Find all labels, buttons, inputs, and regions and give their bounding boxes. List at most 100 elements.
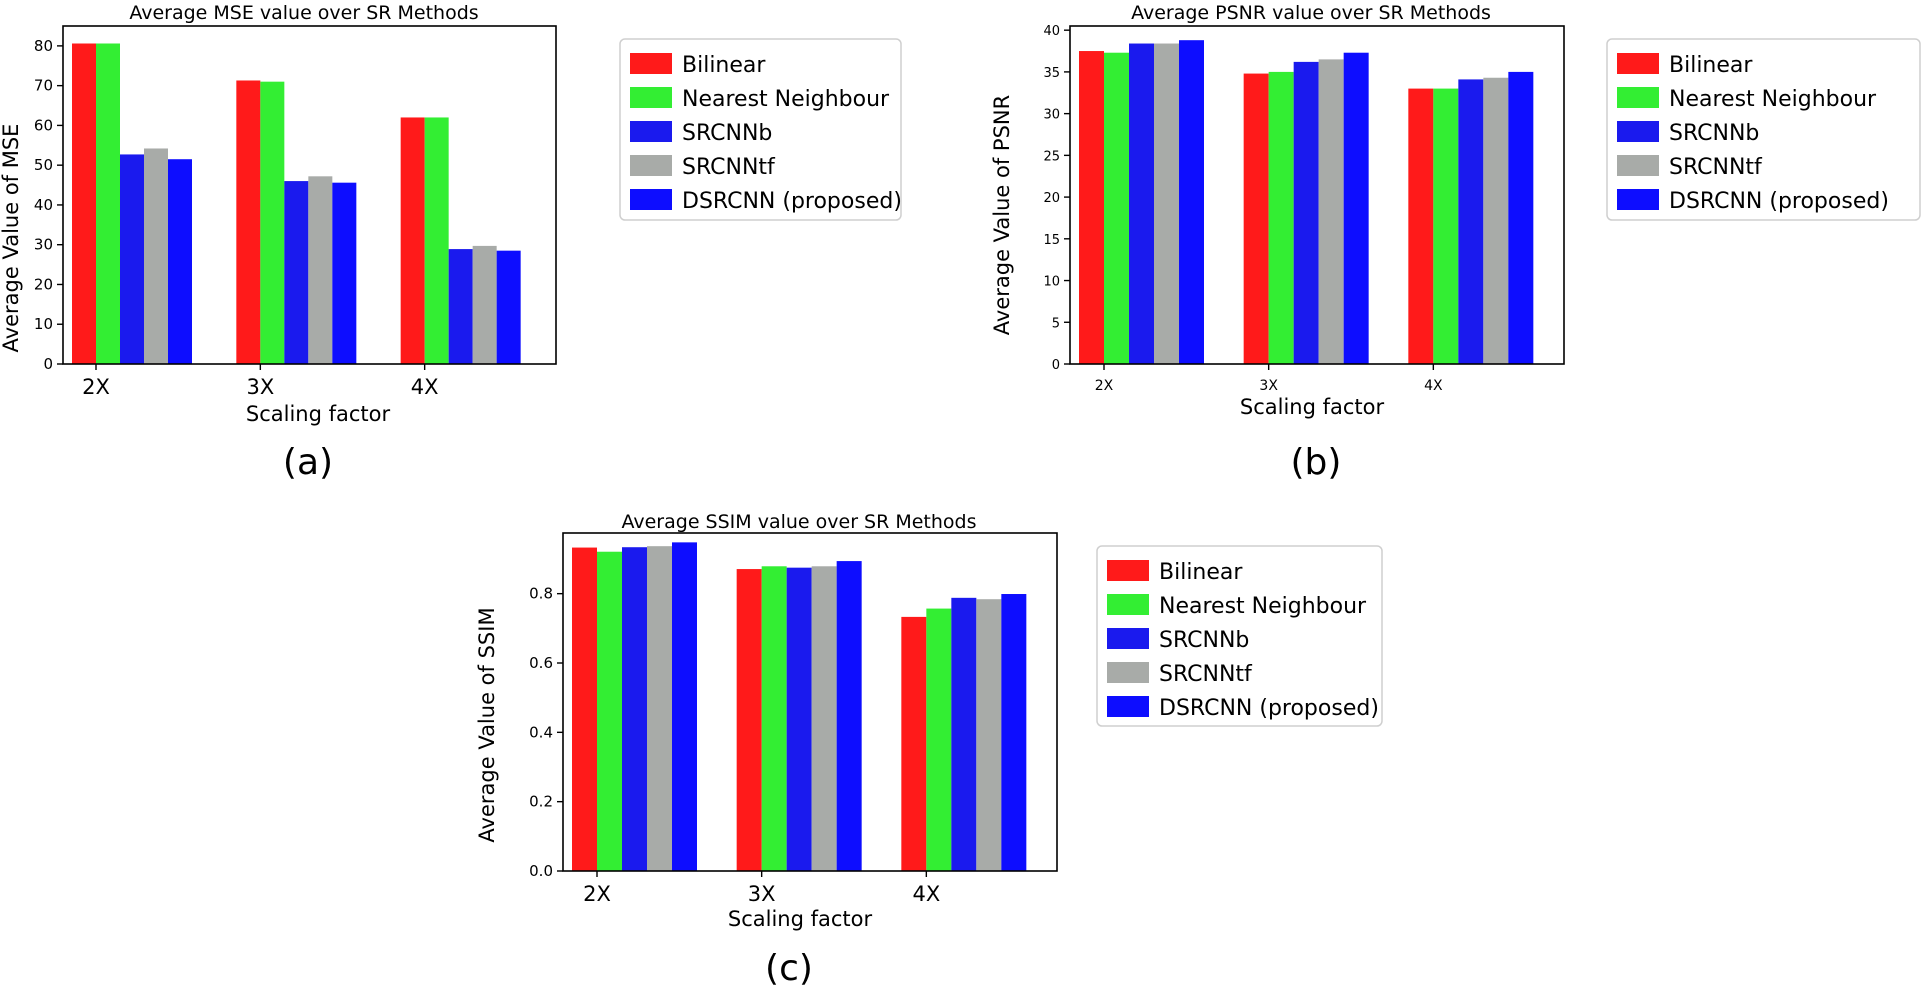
legend-swatch-c-1: [1107, 594, 1149, 615]
bar-c-s2-c0: [622, 547, 647, 871]
legend-box-a: [619, 38, 902, 221]
x-tick-label-c-2: 4X: [912, 882, 940, 906]
legend-label-a-2: SRCNNb: [682, 121, 772, 146]
y-tick-label-c-1: 0.2: [529, 793, 553, 811]
bar-b-s0-c0: [1079, 51, 1104, 364]
y-tick-label-a-8: 80: [34, 37, 53, 55]
bar-a-s0-c2: [400, 117, 425, 364]
legend-label-c-0: Bilinear: [1159, 560, 1243, 585]
legend-label-a-3: SRCNNtf: [682, 155, 776, 180]
bar-b-s2-c1: [1293, 61, 1319, 365]
bar-b-s0-c2: [1408, 88, 1434, 364]
axes-c: 0.0 0.2 0.4 0.6 0.8 2X 3X 4X: [529, 532, 1058, 906]
panel-label-a: (a): [283, 442, 333, 483]
y-tick-label-a-7: 70: [34, 77, 53, 95]
y-tick-label-b-4: 20: [1043, 191, 1060, 206]
legend-label-b-0: Bilinear: [1669, 53, 1753, 78]
bar-a-s4-c2: [496, 250, 521, 364]
y-tick-label-c-3: 0.6: [529, 654, 553, 672]
bar-c-s2-c1: [786, 567, 812, 871]
bar-a-s3-c1: [308, 176, 333, 364]
legend-label-a-4: DSRCNN (proposed): [682, 189, 902, 214]
plot-frame-c: [562, 532, 1058, 872]
bar-a-s2-c0: [120, 154, 144, 364]
x-tick-label-a-0: 2X: [82, 375, 110, 399]
bar-c-s4-c1: [836, 561, 862, 871]
bar-c-s4-c2: [1001, 594, 1027, 871]
legend-swatch-c-4: [1107, 696, 1149, 717]
legend-swatch-a-3: [630, 155, 672, 176]
bar-a-s0-c0: [72, 43, 96, 365]
legend-swatch-c-3: [1107, 662, 1149, 683]
y-tick-label-b-8: 40: [1043, 24, 1060, 39]
bar-a-s1-c0: [96, 43, 120, 365]
x-tick-label-a-2: 4X: [411, 375, 439, 399]
panel-a: Average MSE value over SR Methods 0 10 20 3…: [0, 2, 902, 483]
legend-swatch-a-0: [630, 53, 672, 74]
bar-b-s3-c1: [1318, 59, 1344, 364]
legend-swatch-c-2: [1107, 628, 1149, 649]
legend-box-c: [1096, 545, 1383, 727]
bar-a-s4-c0: [168, 159, 192, 364]
bar-a-s3-c2: [472, 245, 497, 364]
plot-frame-b: [1069, 25, 1565, 365]
x-tick-label-a-1: 3X: [246, 375, 274, 399]
bar-b-s3-c2: [1483, 77, 1509, 364]
chart-title-c: Average SSIM value over SR Methods: [621, 511, 976, 533]
legend-swatch-b-4: [1617, 189, 1659, 210]
legend-swatch-c-0: [1107, 560, 1149, 581]
bar-b-s1-c0: [1104, 52, 1129, 364]
panel-label-b: (b): [1291, 442, 1342, 483]
legend-swatch-a-1: [630, 87, 672, 108]
bar-a-s2-c1: [284, 181, 309, 364]
x-axis-label-a: Scaling factor: [246, 402, 391, 426]
axes-b: 0 5 10 15 20 25 30 35 40 2X 3X 4X: [1043, 24, 1565, 394]
y-tick-label-a-2: 20: [34, 275, 53, 293]
x-tick-label-b-1: 3X: [1259, 378, 1278, 394]
y-tick-label-a-0: 0: [43, 355, 53, 373]
legend-swatch-a-2: [630, 121, 672, 142]
bar-c-s1-c2: [926, 608, 952, 871]
legend-a: Bilinear Nearest Neighbour SRCNNb SRCNNtf DS…: [619, 38, 902, 221]
chart-title-b: Average PSNR value over SR Methods: [1131, 2, 1491, 24]
legend-label-c-1: Nearest Neighbour: [1159, 594, 1367, 619]
panel-label-c: (c): [765, 948, 813, 989]
x-axis-label-c: Scaling factor: [728, 907, 873, 931]
bar-c-s4-c0: [672, 542, 697, 871]
bar-c-s3-c1: [811, 566, 837, 871]
x-tick-label-c-0: 2X: [583, 882, 611, 906]
legend-label-b-1: Nearest Neighbour: [1669, 87, 1877, 112]
y-axis-label-a: Average Value of MSE: [0, 124, 23, 353]
legend-box-b: [1606, 38, 1921, 221]
bar-c-s0-c2: [901, 616, 927, 871]
bar-b-s0-c1: [1243, 73, 1269, 364]
y-tick-label-a-4: 40: [34, 196, 53, 214]
legend-swatch-b-0: [1617, 53, 1659, 74]
bar-b-s4-c1: [1343, 52, 1369, 364]
x-tick-label-b-0: 2X: [1095, 378, 1114, 394]
bar-c-s3-c2: [976, 599, 1002, 871]
bar-b-s1-c2: [1433, 88, 1459, 364]
legend-c: Bilinear Nearest Neighbour SRCNNb SRCNNtf DS…: [1096, 545, 1383, 727]
bar-b-s3-c0: [1154, 43, 1179, 364]
bar-a-s3-c0: [144, 148, 168, 364]
y-axis-label-b: Average Value of PSNR: [990, 95, 1014, 335]
y-tick-label-b-3: 15: [1043, 233, 1060, 248]
chart-title-a: Average MSE value over SR Methods: [129, 2, 478, 24]
legend-label-c-4: DSRCNN (proposed): [1159, 696, 1379, 721]
legend-swatch-b-1: [1617, 87, 1659, 108]
y-tick-label-a-6: 60: [34, 116, 53, 134]
y-tick-label-b-5: 25: [1043, 149, 1060, 164]
y-tick-label-a-1: 10: [34, 315, 53, 333]
bar-c-s0-c0: [572, 547, 597, 871]
bar-c-s1-c0: [597, 551, 622, 871]
y-tick-label-b-0: 0: [1052, 358, 1060, 373]
bar-a-s1-c2: [424, 117, 449, 364]
bar-a-s2-c2: [448, 249, 473, 364]
legend-swatch-b-2: [1617, 121, 1659, 142]
legend-label-c-3: SRCNNtf: [1159, 662, 1253, 687]
panel-b: Average PSNR value over SR Methods 0 5 10 1…: [990, 2, 1921, 483]
y-tick-label-c-0: 0.0: [529, 862, 553, 880]
